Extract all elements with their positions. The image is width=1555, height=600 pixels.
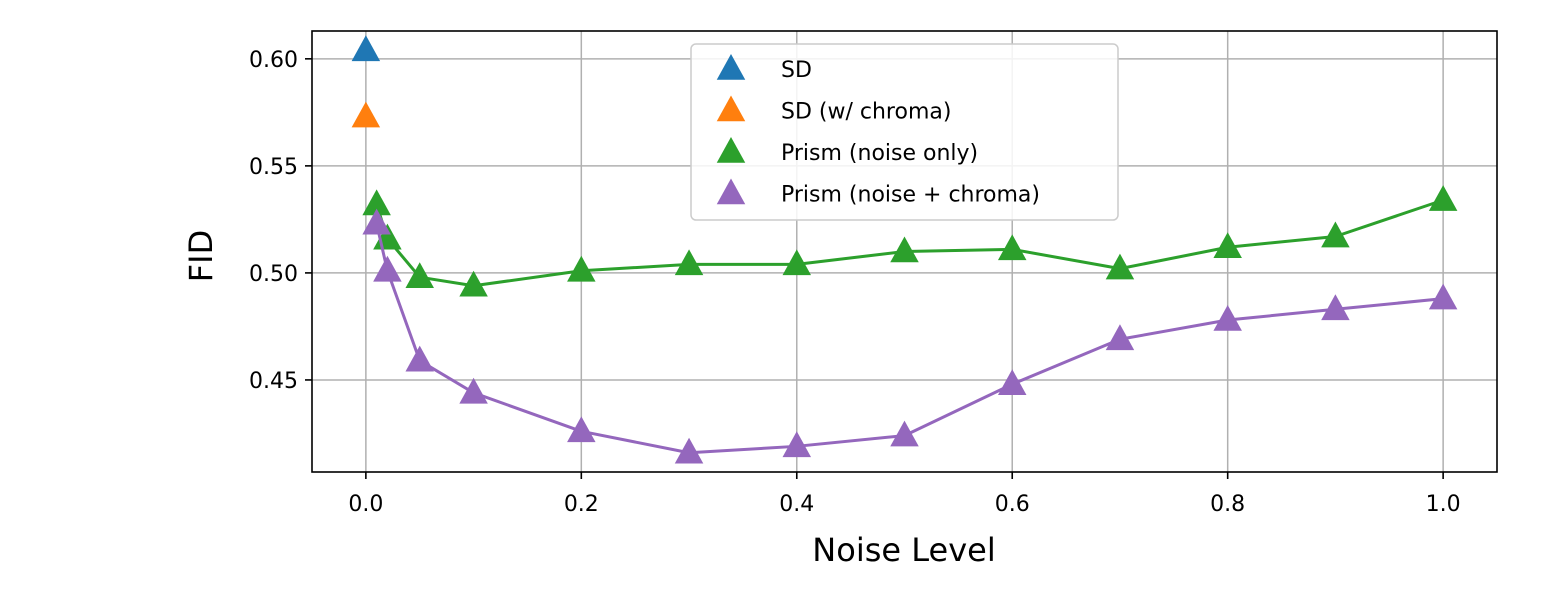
legend-label: SD — [781, 58, 812, 83]
data-point — [459, 270, 488, 297]
legend-marker — [716, 95, 746, 122]
data-point — [1105, 324, 1135, 351]
plot-frame — [311, 30, 1498, 473]
data-point — [782, 249, 812, 276]
data-point — [459, 377, 488, 404]
y-axis-title: FID — [182, 230, 220, 282]
data-point — [674, 249, 704, 276]
series-0 — [351, 35, 381, 62]
series-3 — [362, 208, 1458, 464]
legend-item: SD (w/ chroma) — [716, 95, 951, 125]
data-point — [997, 234, 1027, 261]
x-tick-label: 1.0 — [1426, 492, 1461, 517]
legend-marker — [716, 54, 746, 80]
series-2 — [362, 185, 1458, 297]
data-point — [362, 189, 391, 216]
y-tick-label: 0.45 — [249, 369, 298, 394]
y-tick-label: 0.55 — [249, 155, 298, 180]
x-tick-label: 0.0 — [348, 492, 383, 517]
legend-label: SD (w/ chroma) — [781, 100, 951, 125]
data-point — [1428, 283, 1458, 310]
data-point — [1428, 185, 1458, 211]
data-point — [1321, 294, 1350, 321]
data-point — [1105, 253, 1135, 280]
legend-item: Prism (noise + chroma) — [716, 178, 1040, 208]
legend-item: Prism (noise only) — [716, 137, 978, 166]
data-point — [1321, 221, 1350, 248]
data-point — [405, 262, 434, 288]
data-point — [674, 437, 704, 464]
legend-box — [690, 43, 1119, 221]
series-1 — [351, 101, 381, 128]
ticks: 0.0 0.2 0.4 0.6 0.8 1.0 0.45 0.50 0.55 0.60 — [249, 48, 1461, 517]
y-tick-label: 0.60 — [249, 48, 298, 73]
y-tick-label: 0.50 — [249, 262, 298, 287]
legend-marker — [716, 137, 746, 163]
data-point — [362, 208, 391, 235]
data-point — [1213, 232, 1242, 259]
legend-marker — [716, 178, 746, 205]
data-point — [567, 255, 596, 282]
legend: SD SD (w/ chroma) Prism (noise only) Prism … — [690, 43, 1119, 221]
data-point — [405, 345, 434, 372]
data-point — [351, 101, 381, 128]
series-layer — [351, 35, 1458, 464]
data-point — [782, 431, 812, 458]
x-tick-label: 0.6 — [995, 492, 1030, 517]
data-point — [890, 236, 919, 263]
x-tick-label: 0.4 — [779, 492, 814, 517]
legend-label: Prism (noise only) — [781, 141, 978, 166]
data-point — [1213, 305, 1242, 331]
x-axis-title: Noise Level — [812, 531, 995, 569]
data-point — [351, 35, 381, 62]
legend-label: Prism (noise + chroma) — [781, 183, 1040, 208]
x-tick-label: 0.8 — [1210, 492, 1245, 517]
legend-item: SD — [716, 54, 812, 83]
data-point — [890, 420, 919, 447]
data-point — [997, 369, 1027, 396]
x-tick-label: 0.2 — [564, 492, 599, 517]
data-point — [373, 255, 402, 282]
data-point — [567, 416, 596, 443]
